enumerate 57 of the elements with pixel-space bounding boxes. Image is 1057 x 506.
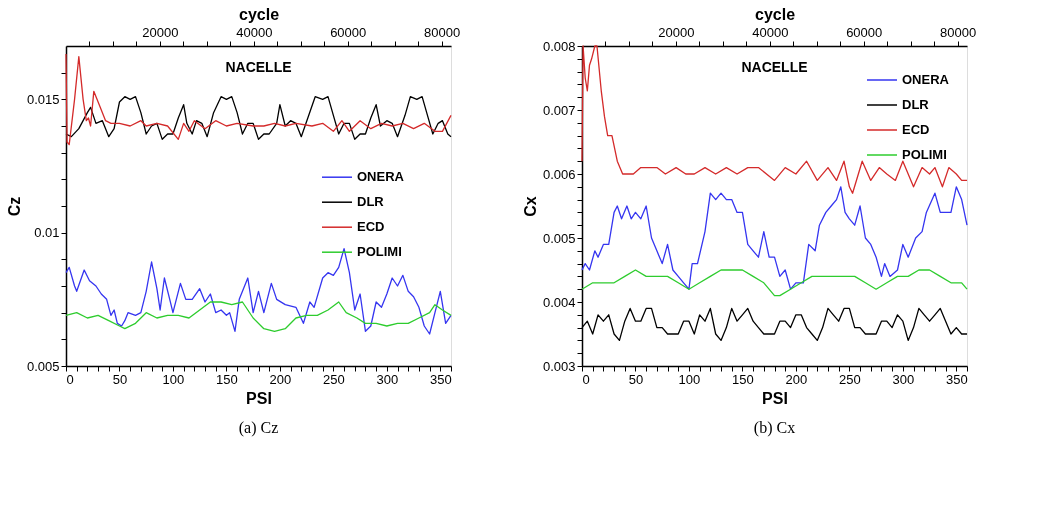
- x-tick-label: 0: [582, 371, 590, 387]
- y-tick-label: 0.008: [542, 38, 576, 54]
- x2-tick-label: 80000: [424, 24, 461, 40]
- y-tick-label: 0.007: [542, 102, 576, 118]
- line-series: [581, 269, 968, 297]
- y-tick-label: 0.003: [542, 358, 576, 374]
- x2-tick-label: 60000: [846, 24, 883, 40]
- x-tick-label: 250: [839, 371, 861, 387]
- legend-label: ECD: [357, 219, 385, 235]
- line-series: [65, 53, 452, 146]
- y-tick-label: 0.006: [542, 166, 576, 182]
- legend-label: ECD: [902, 122, 930, 137]
- legend-label: DLR: [902, 97, 930, 112]
- y-tick-label: 0.005: [542, 230, 576, 246]
- x2-axis-title: cycle: [754, 5, 796, 23]
- y-tick-label: 0.015: [26, 91, 60, 107]
- x2-tick-label: 80000: [940, 24, 977, 40]
- x-tick-label: 350: [945, 371, 968, 387]
- y-tick-label: 0.005: [26, 358, 60, 374]
- x-tick-label: 200: [785, 371, 808, 387]
- legend-label: POLIMI: [902, 147, 947, 162]
- x2-tick-label: 60000: [330, 24, 367, 40]
- x2-tick-label: 20000: [658, 24, 695, 40]
- text: (a) Cz: [238, 419, 279, 437]
- x-tick-label: 100: [678, 371, 701, 387]
- x-tick-label: 300: [376, 371, 399, 387]
- x-tick-label: 350: [429, 371, 452, 387]
- legend-label: ONERA: [357, 169, 405, 185]
- x2-axis-title: cycle: [238, 5, 280, 23]
- line-series: [65, 248, 452, 335]
- y-axis-title: Cx: [521, 196, 539, 217]
- x2-tick-label: 40000: [752, 24, 789, 40]
- x-tick-label: 200: [269, 371, 292, 387]
- y-tick-label: 0.01: [34, 225, 60, 241]
- line-series: [581, 186, 968, 290]
- y-axis-title: Cz: [5, 196, 23, 217]
- y-tick-label: 0.004: [542, 294, 576, 310]
- legend-label: POLIMI: [357, 244, 402, 260]
- x2-tick-label: 20000: [142, 24, 179, 40]
- legend-label: ONERA: [902, 72, 950, 87]
- x-tick-label: 50: [112, 371, 128, 387]
- x-tick-label: 0: [66, 371, 74, 387]
- text: (b) Cx: [753, 419, 796, 437]
- x-tick-label: 300: [892, 371, 915, 387]
- x-tick-label: 100: [162, 371, 185, 387]
- annotation: NACELLE: [225, 59, 292, 75]
- x-axis-title: PSI: [246, 389, 272, 407]
- x-tick-label: 250: [323, 371, 345, 387]
- x-axis-title: PSI: [762, 389, 788, 407]
- x-tick-label: 150: [732, 371, 754, 387]
- x-tick-label: 50: [628, 371, 644, 387]
- annotation: NACELLE: [741, 59, 808, 75]
- line-series: [65, 96, 452, 140]
- x2-tick-label: 40000: [236, 24, 273, 40]
- legend-label: DLR: [357, 194, 385, 210]
- x-tick-label: 150: [216, 371, 238, 387]
- line-series: [65, 301, 452, 332]
